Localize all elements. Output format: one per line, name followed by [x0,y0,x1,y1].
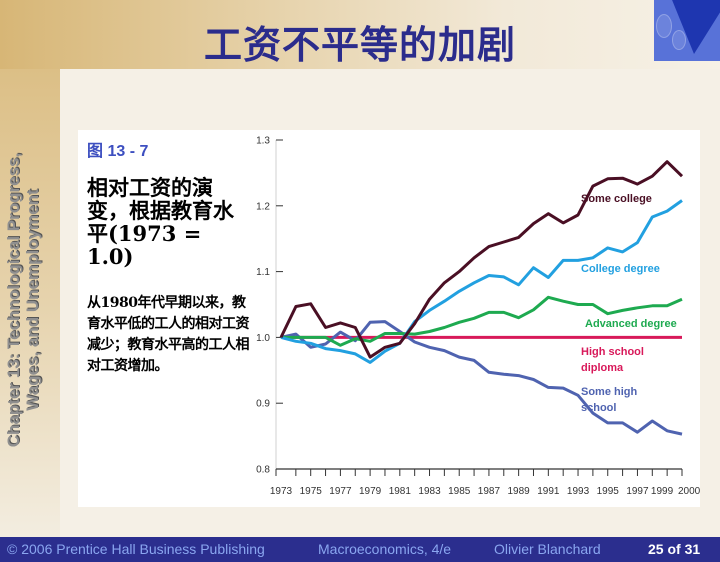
x-tick-label: 2000 [678,486,701,497]
series-label-high-school-diploma: diploma [581,362,624,374]
series-line-some-high-school [280,320,683,436]
x-tick-label: 1979 [359,486,382,497]
series-line-advanced-degree [281,295,683,347]
x-tick-label: 1983 [418,486,441,497]
x-tick-label: 1991 [537,486,560,497]
series-label-some-high-school: Some high [581,386,638,398]
corner-decoration-icon [654,0,720,61]
x-tick-label: 1989 [508,486,531,497]
x-tick-label: 1997 [626,486,649,497]
series-label-advanced-degree: Advanced degree [585,318,677,330]
y-tick-label: 1.2 [256,201,270,212]
y-tick-label: 0.9 [256,399,270,410]
side-band [0,69,60,537]
footer-bar: © 2006 Prentice Hall Business Publishing… [0,537,720,562]
y-tick-label: 1.1 [256,267,270,278]
page-number: 25 of 31 [648,541,701,557]
y-tick-label: 1.3 [256,136,270,147]
y-tick-label: 1.0 [256,333,270,344]
x-tick-label: 1987 [478,486,501,497]
figure-label: 图 13 - 7 [87,143,149,160]
x-tick-label: 1995 [597,486,620,497]
figure-title: 相对工资的演变，根据教育水平(1973 = 1.0) [87,175,234,269]
footer-author: Olivier Blanchard [494,541,601,557]
chart-axes: 0.8 0.9 1.0 1.1 1.2 1.3 1973 1975 1977 1979 1981 19… [256,136,701,498]
x-tick-label: 1977 [329,486,352,497]
chart-series [279,160,684,436]
x-tick-label: 1981 [389,486,412,497]
series-label-some-college: Some college [581,193,652,205]
series-line-college-degree [280,199,683,364]
chart-series-labels: Some college College degree Advanced degre… [581,193,677,414]
series-label-high-school-diploma: High school [581,346,644,358]
y-tick-label: 0.8 [256,465,270,476]
x-tick-label: 1973 [270,486,293,497]
footer-book: Macroeconomics, 4/e [318,541,452,557]
x-tick-label: 1993 [567,486,590,497]
x-tick-label: 1975 [300,486,323,497]
series-label-some-high-school: school [581,402,616,414]
slide-title: 工资不平等的加剧 [203,23,516,67]
x-tick-label: 1999 [651,486,674,497]
title-band [0,0,720,69]
series-label-college-degree: College degree [581,263,660,275]
x-tick-label: 1985 [448,486,471,497]
series-line-some-college [279,160,684,359]
figure-note: 从1980年代早期以来，教育水平低的工人的相对工资减少；教育水平高的工人相对工资… [87,295,250,374]
figure-box [78,130,700,507]
footer-copyright: © 2006 Prentice Hall Business Publishing [7,541,265,557]
